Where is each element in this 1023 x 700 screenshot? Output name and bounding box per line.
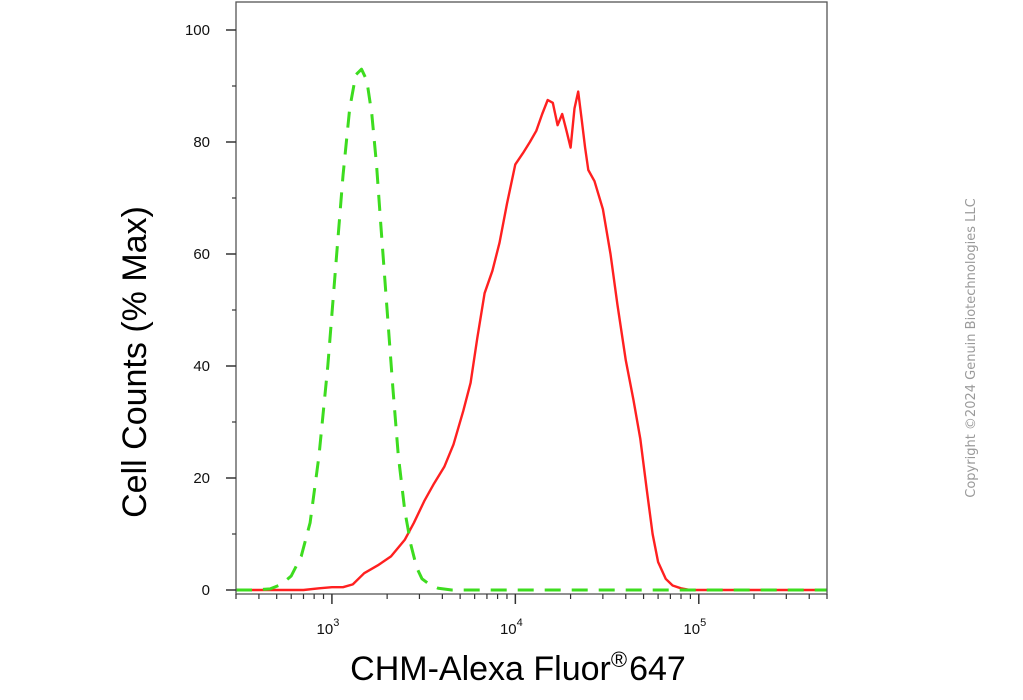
x-tick-label: 105 <box>683 617 706 638</box>
x-axis-title-suffix: 647 <box>629 650 686 688</box>
x-axis-title-main: CHM-Alexa Fluor <box>350 650 611 688</box>
y-tick-label: 0 <box>202 582 210 599</box>
x-tick-base: 10 <box>500 621 517 638</box>
y-tick-label: 40 <box>193 358 210 375</box>
series-line-1 <box>236 90 827 592</box>
plot-frame <box>235 1 828 595</box>
x-axis-title-mark: ® <box>611 647 627 672</box>
copyright-watermark: Copyright ©2024 Genuin Biotechnologies L… <box>964 198 979 497</box>
y-axis: 0 20 40 60 80 100 <box>185 22 236 599</box>
x-tick-base: 10 <box>317 621 334 638</box>
x-tick-label: 104 <box>500 617 523 638</box>
y-tick-label: 80 <box>193 134 210 151</box>
y-tick-label: 20 <box>193 470 210 487</box>
x-tick-exponent: 4 <box>517 617 523 629</box>
series-line-2 <box>236 67 827 592</box>
x-tick-exponent: 5 <box>700 617 706 629</box>
y-tick-label: 100 <box>185 22 210 39</box>
x-tick-label: 103 <box>317 617 340 638</box>
plot-marks <box>236 67 827 592</box>
x-axis-title: CHM-Alexa Fluor®647 <box>350 647 686 688</box>
x-axis: 103 104 105 <box>235 594 828 638</box>
y-tick-label: 60 <box>193 246 210 263</box>
x-tick-exponent: 3 <box>333 617 339 629</box>
y-axis-title: Cell Counts (% Max) <box>116 206 154 518</box>
x-tick-base: 10 <box>683 621 700 638</box>
